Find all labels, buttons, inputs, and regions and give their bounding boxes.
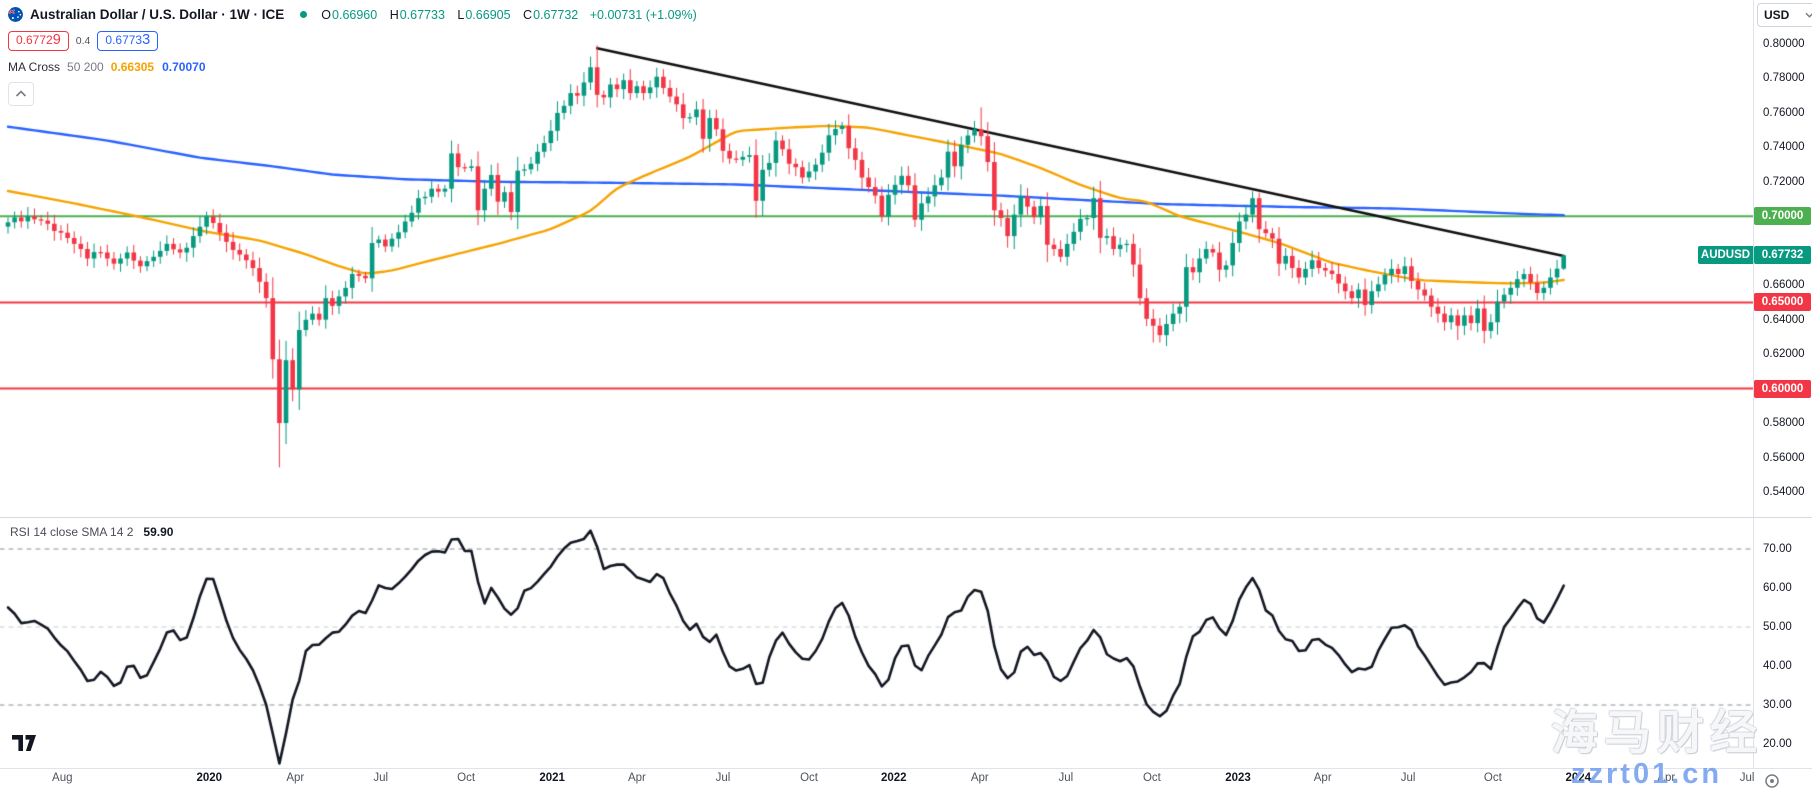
time-tick-label: 2024: [1565, 772, 1592, 784]
rsi-tick-label: 30.00: [1763, 699, 1792, 711]
rsi-legend[interactable]: RSI 14 close SMA 14 2 59.90: [10, 525, 173, 539]
australia-flag-icon: [8, 7, 23, 22]
indicator-name: MA Cross: [8, 60, 61, 74]
close-value: 0.67732: [533, 7, 579, 22]
level-price-chip: 0.65000: [1754, 293, 1811, 312]
rsi-value: 59.90: [143, 525, 174, 539]
price-tick-label: 0.74000: [1763, 141, 1805, 153]
time-tick-label: Oct: [457, 772, 476, 784]
price-tick-label: 0.80000: [1763, 38, 1805, 50]
time-tick-label: 2020: [196, 772, 223, 784]
time-axis-settings-icon[interactable]: [1764, 773, 1780, 794]
time-tick-label: Oct: [1142, 772, 1161, 784]
time-tick-label: Apr: [627, 772, 646, 784]
time-tick-label: 2023: [1225, 772, 1251, 784]
price-tick-label: 0.56000: [1763, 452, 1805, 464]
time-tick-label: Jul: [1400, 772, 1416, 784]
low-value: 0.66905: [465, 7, 511, 22]
high-value: 0.67733: [399, 7, 445, 22]
time-tick-label: Apr: [1313, 772, 1332, 784]
buy-button[interactable]: 0.67733: [97, 31, 159, 51]
last-price-chip: 0.67732: [1754, 246, 1811, 265]
ohlc-values: O0.66960 H0.67733 L0.66905 C0.67732 +0.0…: [321, 7, 697, 22]
rsi-tick-label: 50.00: [1763, 621, 1792, 633]
time-tick-label: 2022: [880, 772, 907, 784]
ma200-value: 0.70070: [162, 60, 206, 74]
legend-collapse-button[interactable]: [8, 82, 34, 106]
rsi-tick-label: 60.00: [1763, 582, 1792, 594]
tradingview-logo[interactable]: [12, 735, 42, 757]
time-tick-label: Apr: [970, 772, 989, 784]
symbol-price-tag-chip: AUDUSD: [1698, 246, 1754, 265]
time-tick-label: Oct: [800, 772, 818, 784]
price-axis[interactable]: [1753, 0, 1754, 768]
price-tick-label: 0.78000: [1763, 72, 1805, 84]
sell-button[interactable]: 0.67729: [8, 31, 69, 51]
time-tick-label: Jul: [1739, 772, 1755, 784]
market-status-icon[interactable]: [300, 11, 308, 18]
price-tick-label: 0.72000: [1763, 176, 1805, 188]
rsi-tick-label: 20.00: [1763, 738, 1792, 750]
ma50-value: 0.66305: [110, 60, 155, 74]
price-scale-currency-selector[interactable]: USD: [1757, 3, 1812, 27]
currency-label: USD: [1764, 8, 1790, 22]
symbol-legend: Australian Dollar / U.S. Dollar · 1W · I…: [8, 5, 697, 106]
time-tick-label: 2021: [539, 772, 565, 784]
price-tick-label: 0.58000: [1763, 417, 1805, 429]
time-tick-label: Apr: [286, 772, 305, 784]
spread-value: 0.4: [75, 35, 91, 47]
time-tick-label: Jul: [373, 772, 389, 784]
price-tick-label: 0.66000: [1763, 279, 1805, 291]
price-tick-label: 0.54000: [1763, 486, 1805, 498]
chevron-up-icon: [15, 90, 27, 97]
change-value: +0.00731 (+1.09%): [589, 7, 697, 22]
rsi-tick-label: 40.00: [1763, 660, 1792, 672]
time-tick-label: Oct: [1483, 772, 1502, 784]
price-tick-label: 0.62000: [1763, 348, 1805, 360]
level-price-chip: 0.60000: [1754, 379, 1811, 398]
rsi-tick-label: 70.00: [1763, 543, 1792, 555]
time-tick-label: Aug: [52, 772, 73, 784]
ma-cross-legend[interactable]: MA Cross 50 200 0.66305 0.70070: [8, 59, 697, 75]
time-axis[interactable]: [0, 768, 1812, 769]
rsi-indicator-label: RSI 14 close SMA 14 2: [10, 525, 134, 539]
level-price-chip: 0.70000: [1754, 207, 1811, 226]
indicator-params: 50 200: [67, 60, 104, 74]
pane-separator[interactable]: [0, 517, 1812, 518]
time-tick-label: Apr: [1657, 772, 1676, 784]
time-tick-label: Jul: [1058, 772, 1074, 784]
chevron-down-icon: [1805, 12, 1812, 18]
symbol-title[interactable]: Australian Dollar / U.S. Dollar · 1W · I…: [30, 7, 285, 22]
time-tick-label: Jul: [715, 772, 731, 784]
open-value: 0.66960: [332, 7, 378, 22]
price-tick-label: 0.64000: [1763, 314, 1805, 326]
price-tick-label: 0.76000: [1763, 107, 1805, 119]
